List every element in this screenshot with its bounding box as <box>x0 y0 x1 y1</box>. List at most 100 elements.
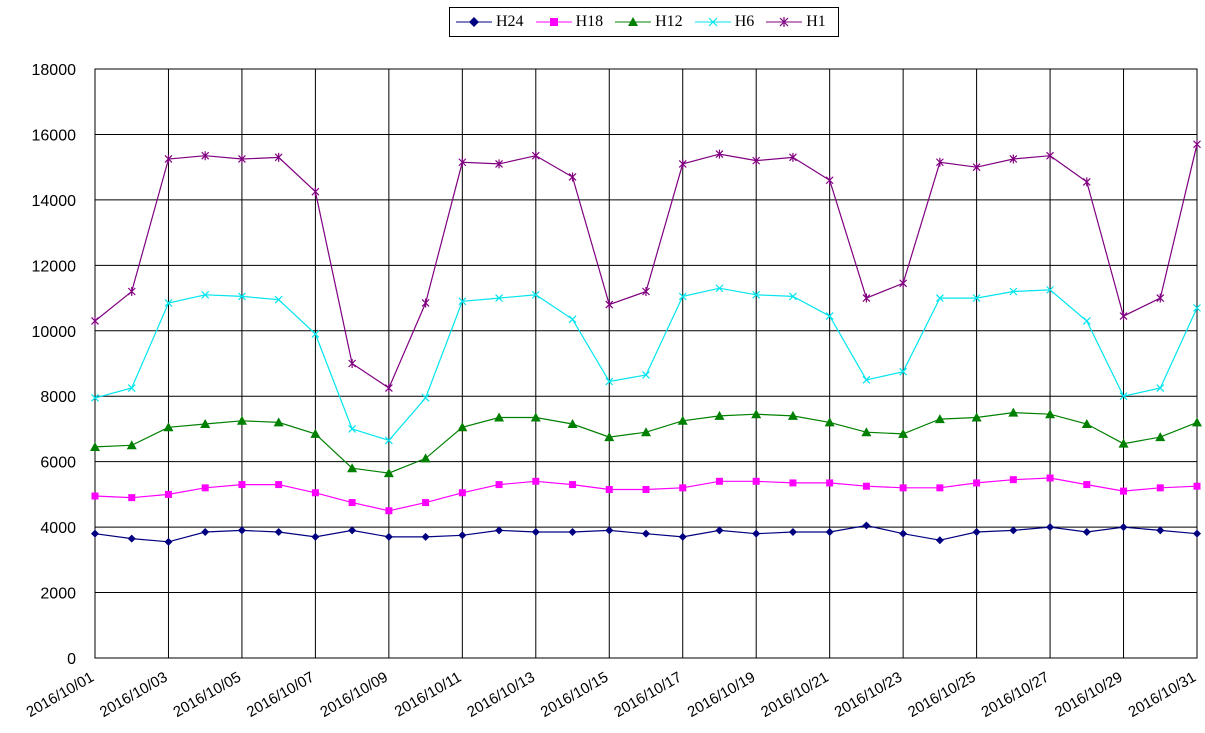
data-point-h24 <box>458 531 467 540</box>
data-point-h18 <box>458 489 466 497</box>
data-point-h6 <box>568 315 577 324</box>
data-point-h6 <box>715 284 724 293</box>
data-point-h1 <box>1082 177 1091 187</box>
data-point-h1 <box>1119 311 1128 321</box>
data-point-h1 <box>274 152 283 162</box>
data-point-h6 <box>862 375 871 384</box>
data-point-h18 <box>238 481 246 489</box>
plot-area <box>94 68 1198 659</box>
data-point-h18 <box>862 482 870 490</box>
legend-marker-h1 <box>766 17 803 27</box>
data-point-h12 <box>236 415 247 425</box>
data-point-h18 <box>201 484 209 492</box>
data-point-h24 <box>862 521 871 530</box>
data-point-h6 <box>311 330 320 338</box>
y-tick-label: 12000 <box>32 258 77 275</box>
data-point-h18 <box>752 477 760 485</box>
data-point-h18 <box>275 481 283 489</box>
data-point-h6 <box>1156 384 1165 392</box>
data-point-h12 <box>1008 407 1019 417</box>
legend-item-h24: H24 <box>456 13 524 31</box>
data-point-h24 <box>311 532 320 541</box>
data-point-h24 <box>788 528 797 537</box>
data-point-h1 <box>715 149 724 159</box>
data-point-h24 <box>531 528 540 537</box>
data-point-h12 <box>824 417 835 427</box>
data-point-h1 <box>238 154 246 164</box>
x-tick-label: 2016/10/03 <box>97 669 171 721</box>
data-point-h18 <box>826 479 834 487</box>
data-point-h6 <box>274 295 283 304</box>
data-point-h6 <box>972 294 981 302</box>
data-point-h1 <box>1156 293 1165 303</box>
data-point-h12 <box>90 441 100 451</box>
data-point-h12 <box>347 463 358 473</box>
data-point-h18 <box>1120 487 1128 495</box>
data-point-h6 <box>1193 303 1201 312</box>
x-tick-label: 2016/10/31 <box>1125 669 1199 721</box>
data-point-h6 <box>164 299 173 307</box>
data-point-h1 <box>605 300 614 310</box>
legend-label-h6: H6 <box>734 13 755 30</box>
data-point-h6 <box>1082 317 1091 325</box>
data-point-h18 <box>679 484 687 492</box>
legend-label-h1: H1 <box>806 13 826 30</box>
data-point-h18 <box>1083 481 1091 489</box>
data-point-h1 <box>1193 139 1201 149</box>
data-point-h1 <box>531 151 540 161</box>
data-point-h1 <box>127 287 136 297</box>
data-point-h6 <box>1009 287 1018 296</box>
data-point-h12 <box>714 410 725 420</box>
data-point-h6 <box>1046 285 1054 294</box>
data-point-h18 <box>936 484 944 492</box>
data-point-h12 <box>861 427 872 437</box>
x-tick-label: 2016/10/11 <box>392 669 465 721</box>
data-point-h1 <box>678 159 687 169</box>
data-point-h12 <box>200 419 211 429</box>
legend: H24 H18 H12 H6 H1 <box>449 7 839 37</box>
data-point-h6 <box>91 393 99 402</box>
data-point-h12 <box>383 468 394 478</box>
data-point-h24 <box>237 526 246 535</box>
data-point-h18 <box>789 479 797 487</box>
data-point-h24 <box>899 529 908 538</box>
x-tick-label: 2016/10/25 <box>905 669 979 721</box>
x-tick-label: 2016/10/13 <box>464 669 538 721</box>
data-point-h6 <box>384 436 393 445</box>
y-tick-label: 0 <box>67 651 76 668</box>
data-point-h6 <box>752 290 761 299</box>
data-point-h12 <box>1045 409 1056 419</box>
series-h1 <box>91 139 1201 393</box>
x-tick-label: 2016/10/15 <box>538 669 612 721</box>
y-tick-label: 6000 <box>40 455 76 472</box>
data-point-h18 <box>348 499 356 507</box>
data-point-h12 <box>1081 419 1092 429</box>
x-tick-label: 2016/10/27 <box>979 669 1053 721</box>
series-h18 <box>91 474 1201 515</box>
data-point-h24 <box>935 536 944 545</box>
data-point-h6 <box>421 393 430 402</box>
data-point-h12 <box>971 412 982 422</box>
data-point-h18 <box>1156 484 1164 492</box>
series-group <box>90 139 1202 546</box>
data-point-h1 <box>972 162 981 172</box>
data-point-h12 <box>898 428 909 438</box>
data-point-h6 <box>348 425 357 433</box>
data-point-h12 <box>567 419 578 429</box>
data-point-h12 <box>604 432 615 442</box>
legend-item-h1: H1 <box>766 13 826 31</box>
data-point-h24 <box>715 526 724 535</box>
series-h6 <box>91 284 1201 445</box>
data-point-h24 <box>201 528 210 537</box>
data-point-h1 <box>421 298 430 308</box>
legend-marker-h18 <box>535 18 572 26</box>
data-point-h18 <box>495 481 503 489</box>
data-point-h18 <box>1009 476 1017 484</box>
x-tick-label: 2016/10/21 <box>758 669 832 721</box>
data-point-h24 <box>1156 526 1165 535</box>
legend-item-h12: H12 <box>615 13 683 31</box>
data-point-h24 <box>274 528 283 537</box>
data-point-h24 <box>825 528 834 537</box>
y-tick-label: 4000 <box>40 520 76 537</box>
